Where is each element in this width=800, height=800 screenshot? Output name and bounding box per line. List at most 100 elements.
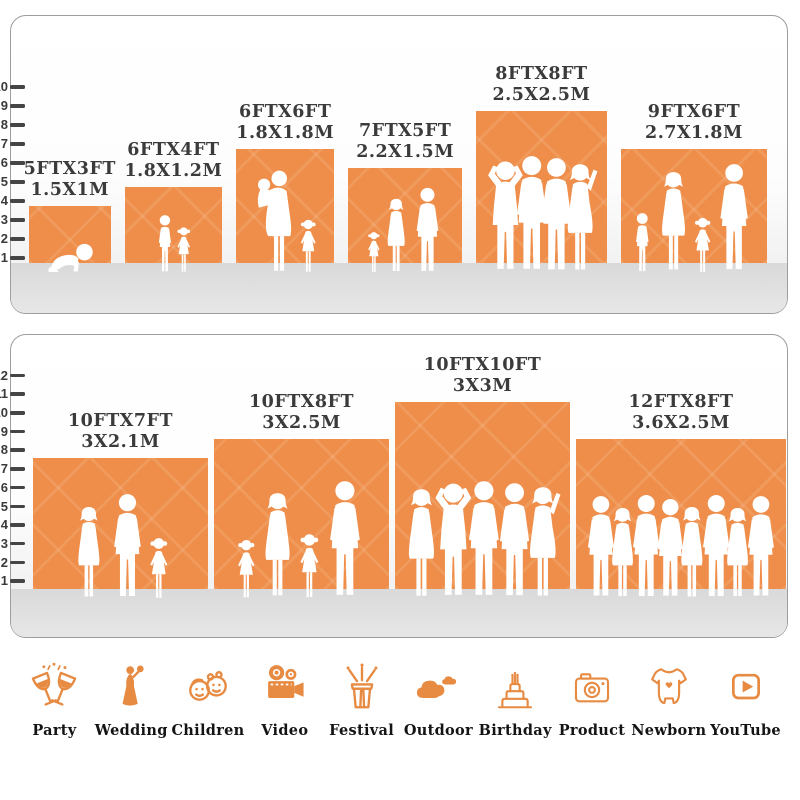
backdrop-size-m: 3X2.5M [262,413,341,434]
backdrop [576,439,786,589]
newborn-icon [650,668,687,705]
backdrop-size-ft: 10FTX7FT [67,411,173,432]
person-silhouette-man [712,163,756,274]
ruler-number: 9 [0,423,8,439]
category-label: YouTube [710,722,781,739]
category-children: Children [170,660,247,739]
person-silhouette-man [460,480,508,600]
ruler-number: 1 [0,250,8,265]
backdrop-size-m: 2.2X1.5M [356,142,455,162]
ruler-number: 4 [0,517,8,533]
backdrop-size-label: 10FTX7FT 3X2.1M [11,411,231,453]
backdrop-size-label: 7FTX5FT 2.2X1.5M [295,121,515,163]
ruler-number: 3 [0,212,8,227]
ruler-number: 8 [0,117,8,132]
party-icon [32,662,77,706]
backdrop-size-label: 5FTX3FT 1.5X1M [0,159,180,201]
backdrop [348,168,463,263]
category-wedding: Wedding [93,660,170,739]
person-silhouette-girl [235,537,258,600]
person-silhouette-man [740,495,782,600]
ruler-tick [10,85,25,89]
backdrop-size-ft: 6FTX4FT [127,140,220,160]
person-silhouette-man [410,187,445,274]
category-newborn: Newborn [630,660,707,739]
backdrop-size-ft: 5FTX3FT [23,159,116,179]
category-label: Newborn [631,722,707,739]
backdrop-size-m: 1.5X1M [30,180,110,200]
backdrop-size-label: 8FTX8FT 2.5X2.5M [431,64,651,106]
person-silhouette-girl [298,217,319,274]
person-silhouette-woman-baby [252,169,300,274]
ruler-tick [10,199,25,203]
backdrop-size-m: 2.5X2.5M [492,85,591,105]
backdrop-size-m: 3X3M [452,376,513,396]
person-silhouette-man [491,482,538,600]
backdrop-size-ft: 8FTX8FT [495,64,588,84]
ruler-number: 10 [0,79,8,94]
category-label: Wedding [94,722,168,739]
ruler-number: 1 [0,573,8,589]
ruler-tick [10,180,25,184]
ruler-tick [10,467,25,471]
backdrop [236,149,335,263]
category-party: Party [16,660,93,739]
ruler-number: 6 [0,155,8,170]
person-silhouette-woman [653,171,694,274]
category-outdoor: Outdoor [400,660,477,739]
ruler-number: 9 [0,98,8,113]
ruler-tick [10,237,25,241]
backdrop-size-m: 2.7X1.8M [645,123,743,143]
ruler-number: 7 [0,136,8,151]
category-label: Product [558,722,626,739]
category-row: Party Wedding Chi [16,660,784,739]
person-silhouette-man [625,494,667,600]
person-silhouette-woman-arm-up [558,163,602,274]
festival-icon [346,663,378,709]
category-label: Birthday [478,722,552,739]
person-silhouette-girl [175,225,193,274]
person-silhouette-girl [692,215,713,274]
birthday-icon [498,671,533,709]
backdrop-size-m: 3.6X2.5M [632,413,730,434]
ruler-number: 5 [0,174,8,189]
ruler-number: 2 [0,554,8,570]
category-festival: Festival [323,660,400,739]
small-backdrops-panel: 123456789105FTX3FT1.5X1M6FTX4FT1.8X1.2M6… [0,15,788,314]
ruler-tick [10,579,25,583]
person-silhouette-man [533,157,580,274]
ruler-tick [10,392,25,396]
person-silhouette-boy [631,211,654,274]
backdrop-size-ft: 9FTX6FT [647,102,741,122]
backdrop-size-label: 6FTX4FT 1.8X1.2M [63,140,283,182]
product-icon [574,673,610,703]
person-silhouette-girl [297,531,322,600]
person-silhouette-woman [604,507,641,600]
ruler-number: 12 [0,367,8,383]
category-label: Outdoor [403,722,473,739]
backdrop-size-ft: 10FTX8FT [248,392,354,413]
ruler-tick [10,218,25,222]
category-birthday: Birthday [477,660,554,739]
backdrop [214,439,389,589]
person-silhouette-man [580,495,622,600]
youtube-icon [731,673,760,700]
backdrop-size-m: 1.8X1.2M [124,161,223,181]
ruler-tick [10,411,25,415]
panel-floor [11,263,787,313]
backdrop-size-m: 1.8X1.8M [236,123,335,143]
category-label: Festival [329,722,394,739]
ruler-tick [10,104,25,108]
person-silhouette-man [650,498,691,600]
ruler-tick [10,485,25,490]
ruler-tick [10,523,25,527]
panel-floor [11,589,787,637]
ruler-tick [10,123,25,127]
backdrop-size-ft: 12FTX8FT [628,392,734,413]
person-silhouette-man [321,480,369,600]
person-silhouette-man-arms-up [480,158,531,274]
children-icon [189,671,227,701]
person-silhouette-woman [673,506,711,600]
person-silhouette-man [508,155,555,274]
person-silhouette-boy [154,213,176,274]
